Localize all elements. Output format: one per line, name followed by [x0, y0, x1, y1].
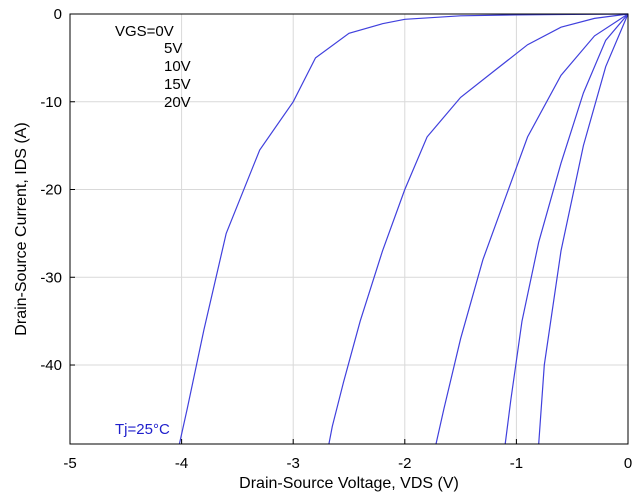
y-tick-label: -30 — [40, 269, 62, 286]
x-axis-title: Drain-Source Voltage, VDS (V) — [239, 475, 459, 492]
legend-entry-vgs-0v: VGS=0V — [115, 23, 174, 40]
x-tick-label: -2 — [398, 455, 411, 472]
x-tick-label: -4 — [175, 455, 188, 472]
legend: VGS=0V 5V 10V 15V 20V — [115, 23, 191, 111]
y-ticks: 0 -10 -20 -30 -40 — [40, 6, 75, 374]
legend-entry-10v: 10V — [164, 58, 191, 75]
y-tick-label: -40 — [40, 357, 62, 374]
series-lines — [178, 13, 629, 445]
x-ticks: -5 -4 -3 -2 -1 0 — [63, 439, 632, 472]
series-line-20v — [538, 13, 629, 445]
legend-entry-15v: 15V — [164, 76, 191, 93]
series-line-vgs-0v — [178, 13, 629, 445]
series-line-10v — [435, 13, 629, 445]
legend-entry-20v: 20V — [164, 94, 191, 111]
x-tick-label: -3 — [287, 455, 300, 472]
y-tick-label: -20 — [40, 182, 62, 199]
x-tick-label: -5 — [63, 455, 76, 472]
series-line-15v — [504, 13, 629, 445]
temperature-annotation: Tj=25°C — [115, 421, 170, 438]
x-tick-label: -1 — [510, 455, 523, 472]
y-tick-label: 0 — [54, 6, 62, 23]
x-tick-label: 0 — [624, 455, 632, 472]
grid-lines — [69, 13, 629, 444]
y-tick-label: -10 — [40, 94, 62, 111]
legend-entry-5v: 5V — [164, 40, 182, 57]
y-axis-title: Drain-Source Current, IDS (A) — [13, 122, 30, 335]
plot-frame — [69, 13, 629, 445]
series-line-5v — [328, 13, 629, 445]
